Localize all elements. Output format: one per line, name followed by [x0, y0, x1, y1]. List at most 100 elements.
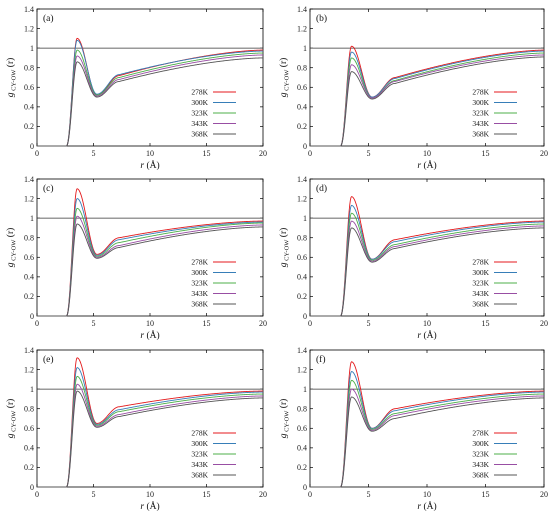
- x-tick-label: 0: [308, 149, 312, 158]
- series-line-343K: [37, 383, 263, 488]
- y-tick-label: 0.8: [24, 64, 34, 73]
- x-axis-label: r (Å): [140, 500, 159, 512]
- y-tick-label: 0.4: [297, 103, 307, 112]
- y-tick-label: 1.2: [24, 365, 34, 374]
- series-line-368K: [37, 57, 263, 147]
- x-tick-label: 15: [482, 490, 490, 499]
- series-line-343K: [37, 54, 263, 147]
- y-tick-label: 0.2: [24, 122, 34, 131]
- legend-label: 343K: [191, 119, 208, 128]
- x-tick-label: 10: [146, 319, 154, 328]
- legend-label: 278K: [472, 429, 489, 438]
- series-line-368K: [37, 223, 263, 317]
- series-line-323K: [310, 212, 544, 317]
- x-axis-label: r (Å): [417, 500, 436, 512]
- x-tick-label: 20: [259, 149, 267, 158]
- series-line-300K: [37, 367, 263, 488]
- legend-label: 343K: [191, 460, 208, 469]
- legend-label: 323K: [191, 279, 208, 288]
- y-tick-label: 0.6: [24, 253, 34, 262]
- legend-label: 278K: [191, 429, 208, 438]
- x-tick-label: 5: [367, 490, 371, 499]
- legend-label: 343K: [191, 289, 208, 298]
- legend-label: 368K: [472, 130, 489, 139]
- y-tick-label: 0.6: [297, 253, 307, 262]
- x-tick-label: 15: [203, 149, 211, 158]
- y-tick-label: 1.4: [24, 175, 34, 184]
- y-tick-label: 0: [303, 483, 307, 492]
- x-tick-label: 5: [92, 490, 96, 499]
- y-tick-label: 1.4: [297, 5, 307, 14]
- y-axis-label: g CY-OW (r): [5, 399, 18, 439]
- series-line-368K: [37, 390, 263, 488]
- y-tick-label: 0.8: [297, 234, 307, 243]
- series-line-323K: [37, 49, 264, 147]
- y-tick-label: 0.4: [24, 273, 34, 282]
- series-line-300K: [310, 50, 544, 147]
- legend-label: 323K: [191, 450, 208, 459]
- y-tick-label: 0.4: [297, 444, 307, 453]
- y-tick-label: 0.2: [297, 292, 307, 301]
- series-line-300K: [310, 371, 544, 488]
- legend-label: 368K: [191, 130, 208, 139]
- y-tick-label: 0: [30, 142, 34, 151]
- legend-label: 323K: [472, 109, 489, 118]
- x-tick-label: 5: [367, 149, 371, 158]
- y-tick-label: 1: [303, 385, 307, 394]
- x-tick-label: 15: [203, 319, 211, 328]
- series-line-343K: [310, 54, 544, 147]
- x-tick-label: 0: [35, 149, 39, 158]
- x-tick-label: 10: [146, 490, 154, 499]
- legend-label: 278K: [472, 88, 489, 97]
- legend-label: 300K: [191, 439, 208, 448]
- y-tick-label: 1: [30, 214, 34, 223]
- series-line-278K: [310, 361, 544, 488]
- y-tick-label: 1: [30, 44, 34, 53]
- y-tick-label: 0.2: [24, 292, 34, 301]
- y-tick-label: 0.8: [297, 405, 307, 414]
- x-tick-label: 20: [540, 319, 548, 328]
- plot-frame: [36, 8, 264, 147]
- x-tick-label: 20: [540, 490, 548, 499]
- x-tick-label: 0: [308, 319, 312, 328]
- y-tick-label: 1.4: [24, 346, 34, 355]
- y-tick-label: 0.4: [24, 103, 34, 112]
- series-line-323K: [310, 379, 545, 488]
- y-tick-label: 0: [30, 483, 34, 492]
- y-tick-label: 0: [30, 312, 34, 321]
- series-line-323K: [37, 207, 264, 317]
- x-tick-label: 15: [482, 149, 490, 158]
- legend-label: 278K: [191, 88, 208, 97]
- legend-label: 300K: [472, 439, 489, 448]
- series-line-278K: [37, 357, 263, 488]
- x-tick-label: 0: [35, 490, 39, 499]
- y-tick-label: 0.2: [24, 463, 34, 472]
- x-axis-label: r (Å): [140, 329, 159, 341]
- series-line-343K: [310, 220, 544, 317]
- legend-label: 368K: [191, 300, 208, 309]
- x-tick-label: 10: [146, 149, 154, 158]
- y-tick-label: 0.8: [24, 405, 34, 414]
- x-axis-label: r (Å): [417, 159, 436, 171]
- legend-label: 368K: [191, 471, 208, 480]
- plot-frame: [309, 349, 545, 488]
- legend-label: 343K: [472, 460, 489, 469]
- series-line-343K: [310, 388, 544, 488]
- y-tick-label: 0.8: [24, 234, 34, 243]
- panel-label: (e): [43, 354, 54, 365]
- x-tick-label: 10: [423, 149, 431, 158]
- series-line-278K: [37, 188, 263, 317]
- y-tick-label: 1.4: [297, 346, 307, 355]
- y-tick-label: 0.2: [297, 122, 307, 131]
- x-tick-label: 0: [308, 490, 312, 499]
- x-axis-label: r (Å): [140, 159, 159, 171]
- legend-label: 323K: [472, 450, 489, 459]
- panel-label: (d): [316, 183, 327, 194]
- y-tick-label: 1.4: [24, 5, 34, 14]
- x-axis-label: r (Å): [417, 329, 436, 341]
- x-tick-label: 15: [203, 490, 211, 499]
- legend-label: 300K: [472, 268, 489, 277]
